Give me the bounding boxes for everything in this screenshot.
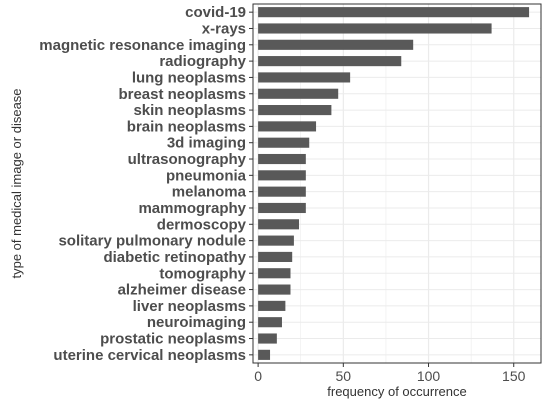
bar [258, 23, 492, 34]
y-tick-label: pneumonia [166, 167, 247, 184]
bar [258, 170, 306, 181]
y-tick-label: magnetic resonance imaging [39, 37, 246, 54]
y-tick-label: lung neoplasms [132, 69, 246, 86]
y-tick-label: solitary pulmonary nodule [58, 233, 246, 250]
y-tick-label: diabetic retinopathy [103, 249, 246, 266]
x-tick-label: 0 [254, 368, 262, 384]
y-tick-label: melanoma [172, 184, 247, 201]
bar [258, 333, 277, 344]
y-tick-label: tomography [159, 265, 246, 282]
bar [258, 349, 271, 360]
x-tick-label: 100 [417, 368, 441, 384]
bar [258, 219, 300, 230]
bar [258, 300, 286, 311]
bar [258, 268, 291, 279]
y-tick-label: x-rays [202, 20, 246, 37]
x-axis-ticks: 0 50 100 150 [254, 363, 526, 384]
y-tick-label: neuroimaging [147, 314, 246, 331]
bar [258, 235, 294, 246]
bar [258, 186, 306, 197]
y-tick-label: liver neoplasms [133, 298, 246, 315]
bar [258, 202, 306, 214]
y-tick-label: uterine cervical neoplasms [53, 347, 246, 364]
bar [258, 153, 306, 165]
y-tick-label: radiography [159, 53, 246, 70]
bar [258, 251, 293, 262]
panel-border [252, 3, 542, 364]
bar [258, 317, 282, 328]
bar [258, 56, 402, 67]
y-tick-label: prostatic neoplasms [100, 331, 246, 348]
y-tick-label: mammography [138, 200, 246, 217]
y-axis-title: type of medical image or disease [9, 88, 24, 278]
y-tick-label: covid-19 [185, 4, 246, 21]
y-tick-label: alzheimer disease [118, 282, 246, 299]
bar [258, 284, 291, 295]
bar [258, 137, 310, 148]
bar [258, 105, 332, 116]
bar [258, 39, 414, 50]
bar [258, 72, 351, 83]
y-tick-label: dermoscopy [157, 216, 247, 233]
x-axis-title: frequency of occurrence [327, 384, 466, 399]
bars [258, 7, 530, 360]
y-tick-label: brain neoplasms [127, 118, 246, 135]
y-tick-label: 3d imaging [167, 135, 246, 152]
y-tick-label: skin neoplasms [133, 102, 246, 119]
x-tick-label: 150 [502, 368, 526, 384]
y-tick-label: breast neoplasms [118, 86, 246, 103]
bar [258, 121, 317, 132]
bar [258, 7, 530, 18]
y-tick-label: ultrasonography [128, 151, 247, 168]
bar [258, 88, 339, 99]
x-tick-label: 50 [336, 368, 352, 384]
